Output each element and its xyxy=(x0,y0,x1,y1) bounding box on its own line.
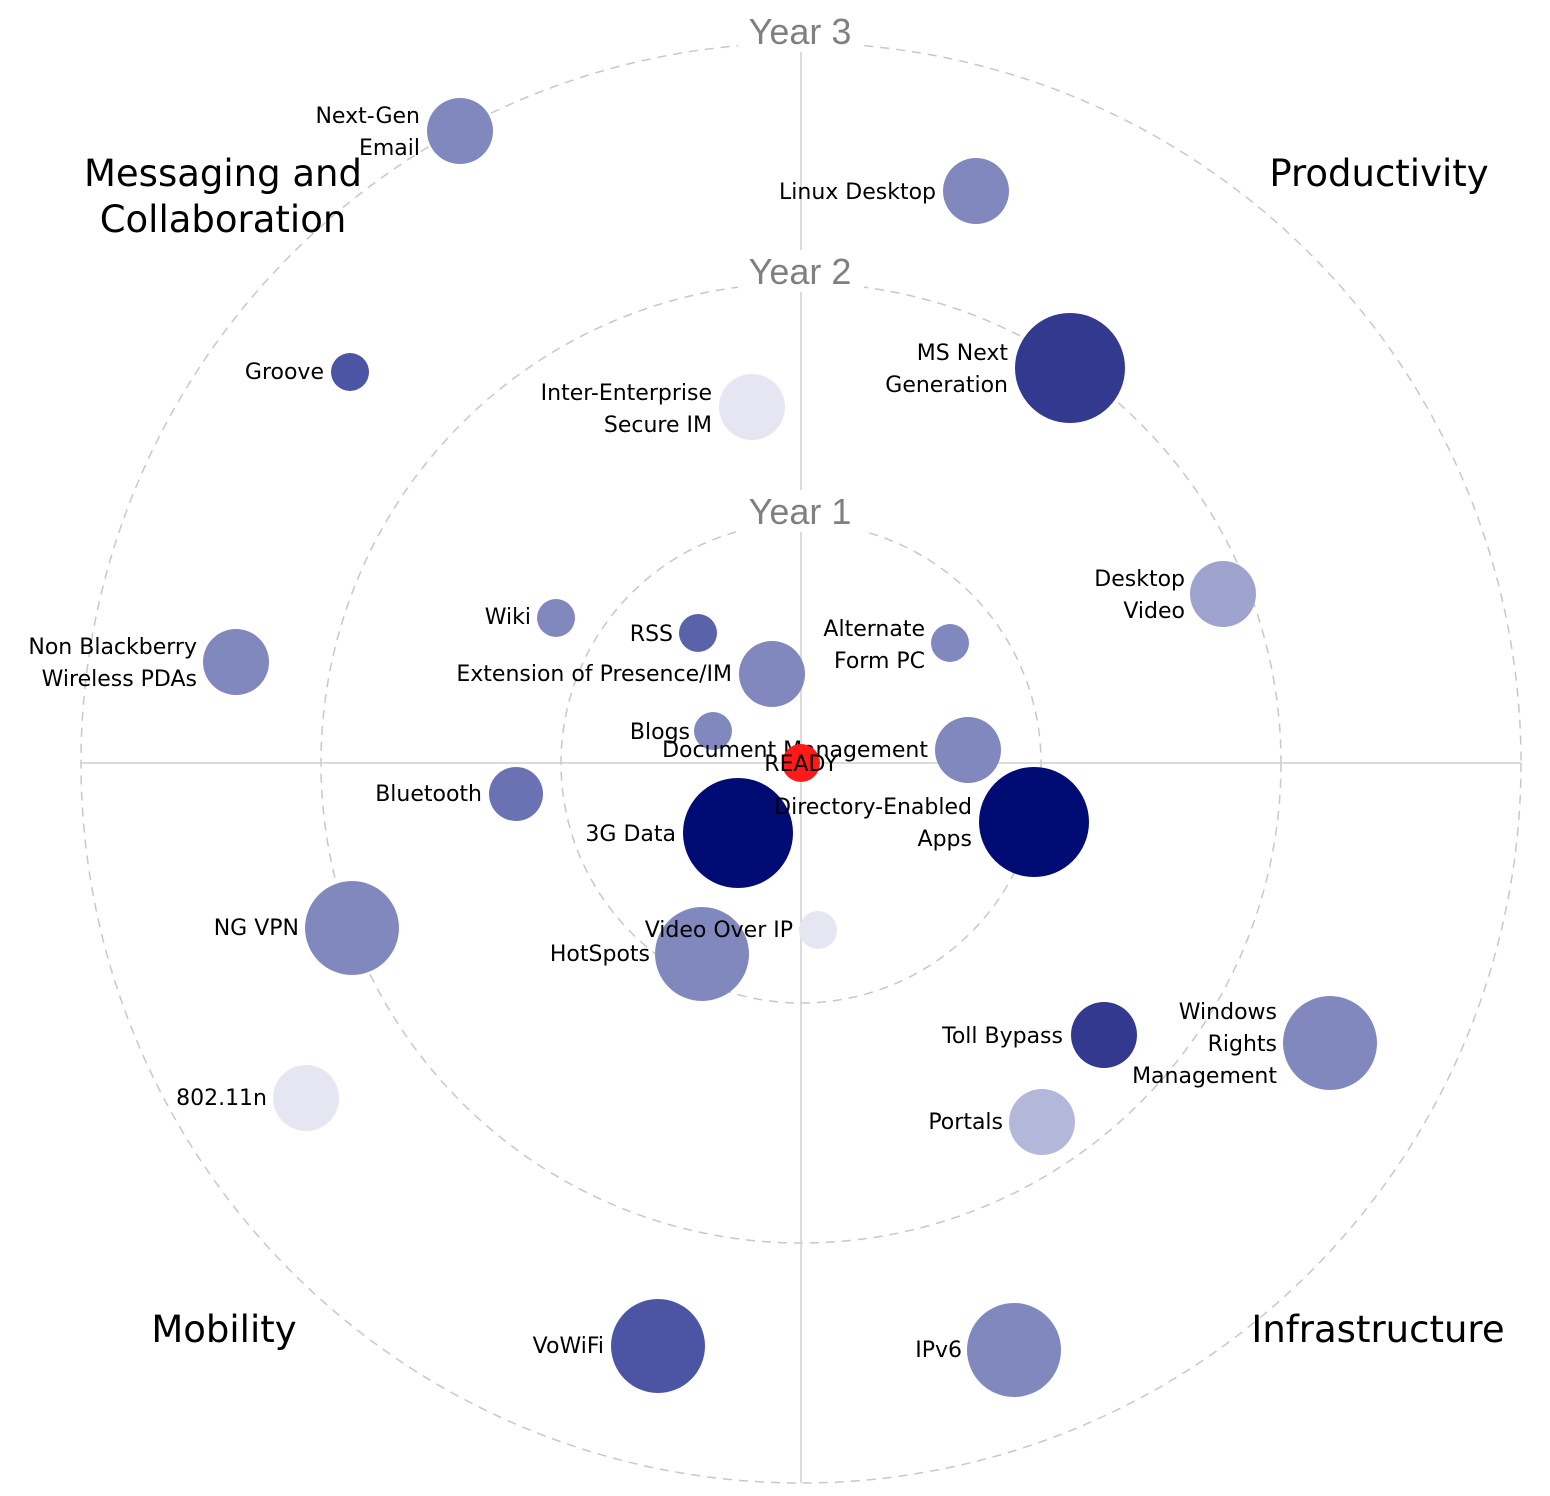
label-wiki: Wiki xyxy=(485,605,531,630)
label-hotspots: HotSpots xyxy=(550,942,650,967)
label-extension-of-presence-im: Extension of Presence/IM xyxy=(456,662,732,687)
bubble-ipv6 xyxy=(967,1303,1061,1397)
label-windows-rights-management-line-3: Management xyxy=(1132,1064,1277,1089)
center-marker: READY xyxy=(764,744,838,782)
label-alternate-form-pc-line-2: Form PC xyxy=(834,649,925,674)
label-next-gen-email-line-2: Email xyxy=(359,136,420,161)
label-portals: Portals xyxy=(928,1110,1003,1135)
quadrant-label-infrastructure: Infrastructure xyxy=(1251,1308,1504,1351)
label-directory-enabled-apps-line-2: Apps xyxy=(918,827,972,852)
ring-label-year-3: Year 3 xyxy=(749,11,852,52)
bubble-wiki xyxy=(537,599,575,637)
label-bluetooth: Bluetooth xyxy=(375,782,482,807)
bubble-desktop-video xyxy=(1190,561,1256,627)
bubble-linux-desktop xyxy=(943,158,1009,224)
label-ms-next-generation-line-1: MS Next xyxy=(917,341,1009,366)
label-video-over-ip: Video Over IP xyxy=(645,918,793,943)
bubble-portals xyxy=(1009,1089,1075,1155)
label-toll-bypass: Toll Bypass xyxy=(941,1024,1063,1049)
bubble-ms-next-generation xyxy=(1015,313,1125,423)
bubble-windows-rights-management xyxy=(1283,996,1377,1090)
bubble-video-over-ip xyxy=(799,911,837,949)
label-inter-enterprise-secure-im-line-1: Inter-Enterprise xyxy=(541,381,712,406)
quadrant-label-messaging-line-2: Collaboration xyxy=(100,198,347,241)
bubble-blogs xyxy=(694,712,732,750)
quadrant-label-messaging-line-1: Messaging and xyxy=(84,152,362,195)
ring-label-year-2: Year 2 xyxy=(749,251,852,292)
label-802-11n: 802.11n xyxy=(176,1086,267,1111)
bubble-alternate-form-pc xyxy=(931,624,969,662)
bubble-next-gen-email xyxy=(427,98,493,164)
label-non-blackberry-wireless-pdas-line-2: Wireless PDAs xyxy=(42,667,197,692)
ring-label-year-1: Year 1 xyxy=(749,491,852,532)
label-linux-desktop: Linux Desktop xyxy=(779,180,936,205)
bubbles-layer xyxy=(203,98,1377,1397)
quadrant-label-productivity: Productivity xyxy=(1269,152,1488,195)
bubble-hotspots xyxy=(655,907,749,1001)
bubble-groove xyxy=(331,353,369,391)
bubble-toll-bypass xyxy=(1071,1002,1137,1068)
bubble-extension-of-presence-im xyxy=(739,641,805,707)
label-3g-data: 3G Data xyxy=(585,822,676,847)
bubble-ng-vpn xyxy=(305,881,399,975)
label-directory-enabled-apps-line-1: Directory-Enabled xyxy=(774,795,972,820)
label-ng-vpn: NG VPN xyxy=(214,916,299,941)
quadrant-label-mobility: Mobility xyxy=(151,1308,296,1351)
label-desktop-video-line-1: Desktop xyxy=(1094,567,1185,592)
label-inter-enterprise-secure-im-line-2: Secure IM xyxy=(604,413,712,438)
bubble-3g-data xyxy=(683,778,793,888)
bubble-802-11n xyxy=(273,1065,339,1131)
label-ipv6: IPv6 xyxy=(915,1338,962,1363)
ring-labels: Year 3 Year 2 Year 1 xyxy=(738,8,864,532)
bubble-non-blackberry-wireless-pdas xyxy=(203,629,269,695)
bubble-labels-layer: Next-Gen Email Linux Desktop Groove Inter-En… xyxy=(28,104,1277,1363)
center-ready-label: READY xyxy=(764,752,838,777)
bubble-document-management xyxy=(935,717,1001,783)
bubble-directory-enabled-apps xyxy=(979,767,1089,877)
label-windows-rights-management-line-1: Windows xyxy=(1179,1000,1277,1025)
label-alternate-form-pc-line-1: Alternate xyxy=(823,617,925,642)
quadrant-labels: Messaging and Collaboration Productivity… xyxy=(84,152,1505,1351)
label-groove: Groove xyxy=(245,360,324,385)
bubble-inter-enterprise-secure-im xyxy=(719,374,785,440)
label-rss: RSS xyxy=(630,622,673,647)
bubble-rss xyxy=(679,614,717,652)
label-windows-rights-management-line-2: Rights xyxy=(1208,1032,1277,1057)
label-non-blackberry-wireless-pdas-line-1: Non Blackberry xyxy=(28,635,197,660)
label-desktop-video-line-2: Video xyxy=(1123,599,1185,624)
label-vowifi: VoWiFi xyxy=(533,1334,604,1359)
bubble-bluetooth xyxy=(489,767,543,821)
label-next-gen-email-line-1: Next-Gen xyxy=(315,104,420,129)
bubble-vowifi xyxy=(611,1299,705,1393)
label-ms-next-generation-line-2: Generation xyxy=(885,373,1008,398)
center-ready-dot xyxy=(782,744,820,782)
label-blogs: Blogs xyxy=(630,720,690,745)
